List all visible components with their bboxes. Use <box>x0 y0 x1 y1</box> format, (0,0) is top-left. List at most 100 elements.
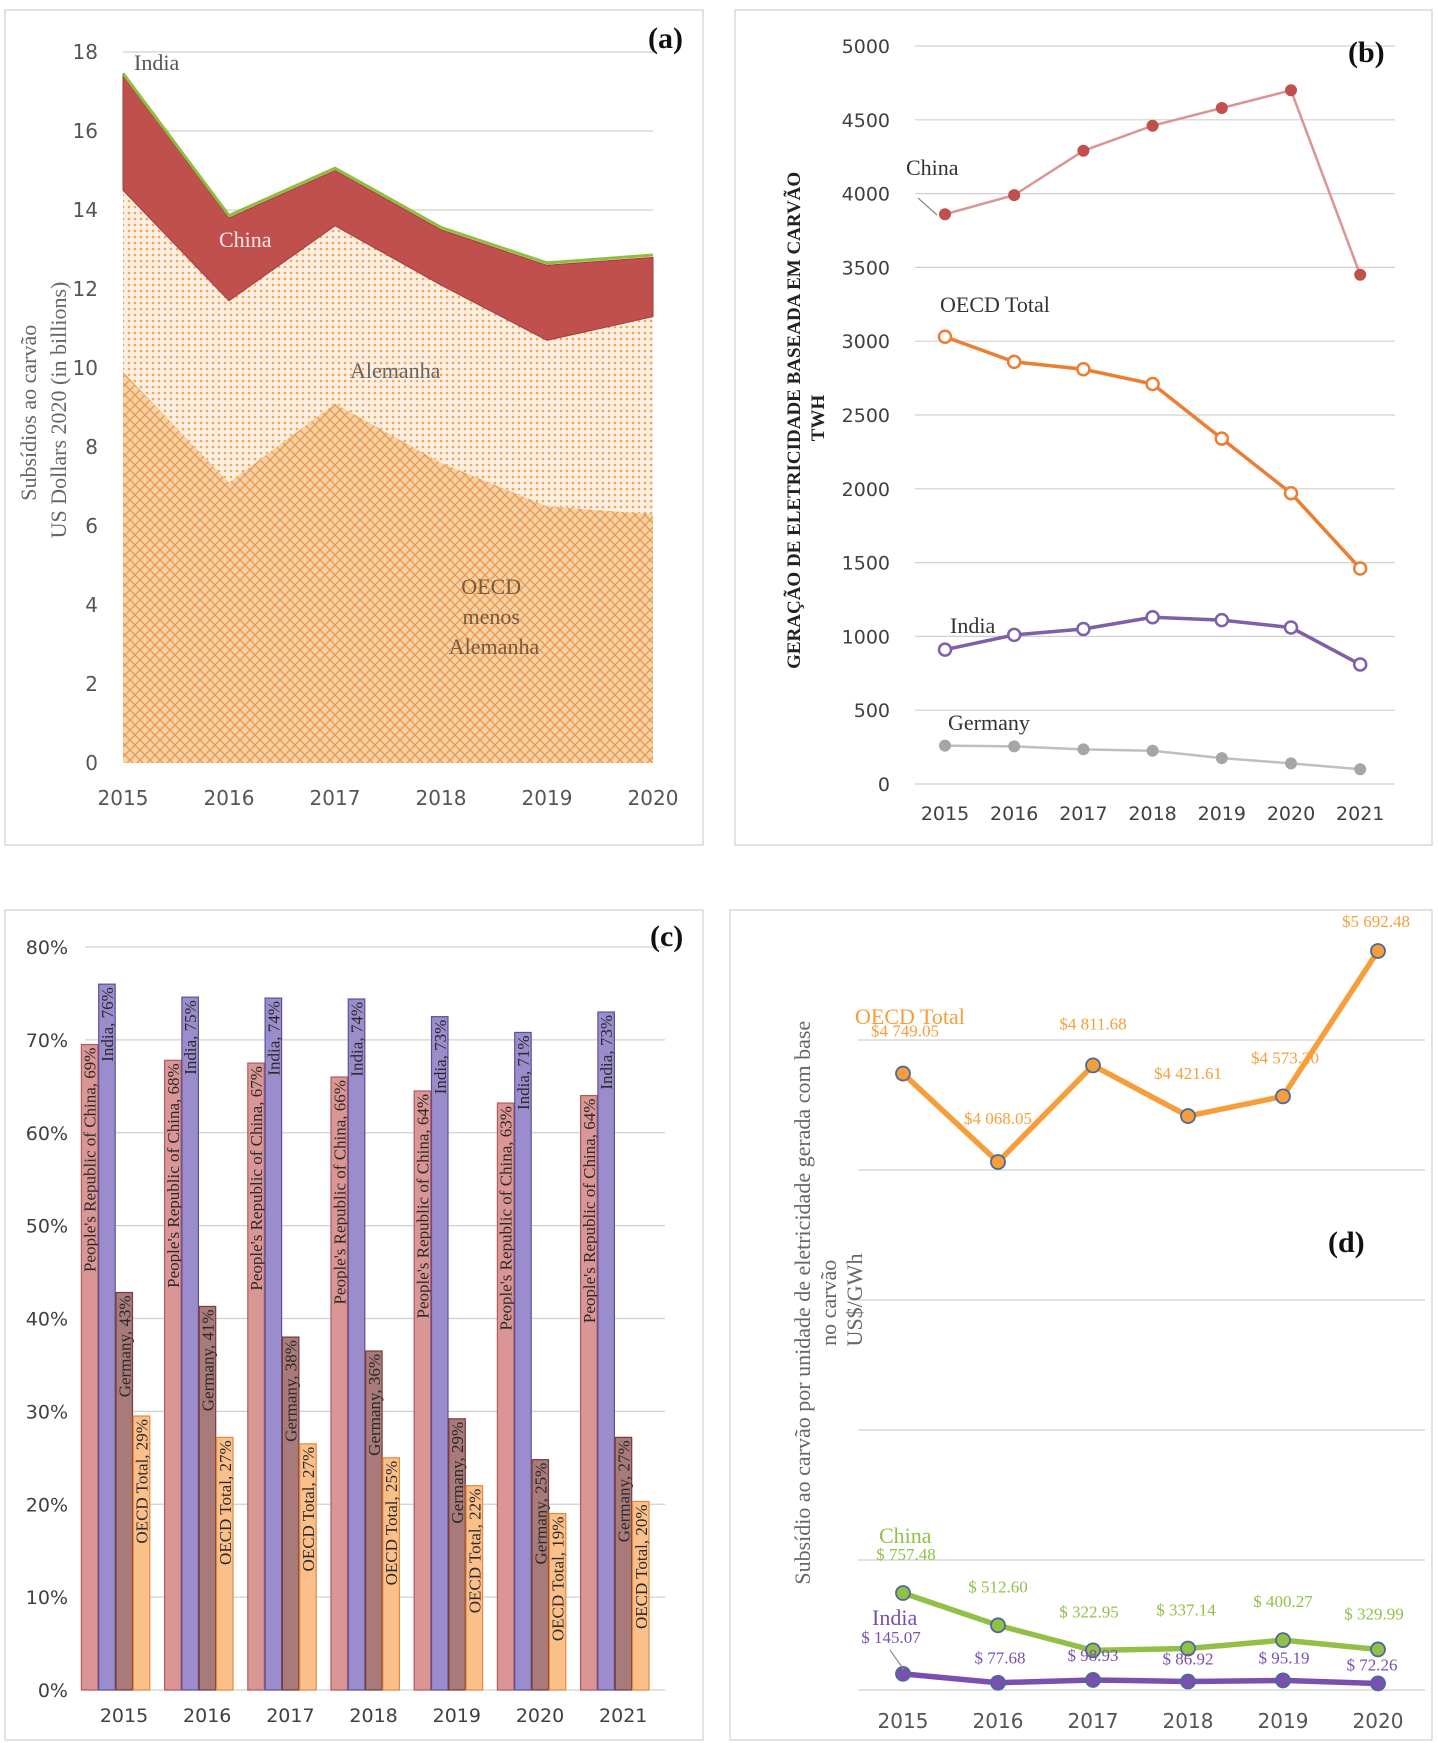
data-label-oecd-total: $4 811.68 <box>1059 1014 1126 1033</box>
area-india <box>121 72 654 265</box>
point-china <box>939 208 951 221</box>
data-label-china: $ 512.60 <box>968 1577 1028 1596</box>
panel-c-y-ticks: 0% 10% 20% 30% 40% 50% 60% 70% 80% <box>26 937 68 1702</box>
point-oecd-total <box>1214 431 1230 446</box>
y-tick-label: 0 <box>85 751 98 775</box>
point-germany <box>1008 740 1021 753</box>
point-india <box>1352 657 1368 672</box>
point-india <box>1006 627 1022 643</box>
line-oecd-total <box>901 949 1381 1165</box>
bar-india <box>181 996 199 1691</box>
y-tick-label: 60% <box>26 1123 68 1145</box>
point-oecd-total <box>1275 1088 1291 1105</box>
data-label-oecd-total: $4 573.20 <box>1251 1048 1319 1067</box>
china-callout-line <box>917 197 938 216</box>
bar-oecd-total <box>465 1485 484 1691</box>
data-label-china: $ 400.27 <box>1253 1592 1313 1611</box>
bar-people-s-republic-of-china <box>164 1059 182 1691</box>
data-label-india: $ 86.92 <box>1163 1650 1214 1669</box>
panel-a-y-axis-label: Subsídios ao carvão US Dollars 2020 (in … <box>16 282 71 539</box>
series-label-china-d: China <box>879 1523 932 1548</box>
bar-india <box>98 983 116 1691</box>
bar-data-label: People's Republic of China, 69% <box>81 1048 100 1273</box>
y-tick-label: 10 <box>73 356 98 380</box>
data-label-oecd-total: $4 421.61 <box>1154 1064 1222 1083</box>
x-tick-label: 2019 <box>1198 803 1246 825</box>
bar-data-label: India, 76% <box>98 987 117 1062</box>
bar-oecd-total <box>382 1457 400 1691</box>
x-tick-label: 2019 <box>1258 1709 1309 1733</box>
bar-india <box>430 1016 449 1691</box>
bar-germany <box>198 1305 217 1691</box>
y-tick-label: 10% <box>26 1587 68 1609</box>
point-china <box>1285 84 1297 97</box>
point-germany <box>1354 763 1367 776</box>
data-label-oecd-total: $5 692.48 <box>1342 912 1410 931</box>
point-india <box>1370 1675 1386 1692</box>
data-label-india: $ 145.07 <box>861 1628 921 1647</box>
point-oecd-total <box>1006 354 1022 370</box>
bar-india <box>347 998 366 1691</box>
data-label-china: $ 337.14 <box>1156 1600 1216 1619</box>
bar-data-label: India, 71% <box>514 1035 533 1110</box>
panel-d-label: (d) <box>1328 1226 1365 1259</box>
panel-b-frame <box>734 9 1433 846</box>
point-china <box>990 1617 1006 1634</box>
bar-data-label: OECD Total, 27% <box>299 1447 318 1572</box>
point-oecd-total <box>1352 561 1368 576</box>
y-tick-label: 500 <box>854 700 890 722</box>
bar-data-label: People's Republic of China, 64% <box>413 1094 432 1319</box>
y-tick-label: 2 <box>85 672 98 696</box>
panel-b-y-axis-label: GERAÇÃO DE ELETRICIDADE BASEADA EM CARVÃ… <box>783 167 829 669</box>
point-oecd-total <box>1076 361 1091 377</box>
point-india <box>1283 620 1299 635</box>
bar-germany <box>115 1291 134 1691</box>
point-china <box>1180 1640 1196 1657</box>
bar-data-label: Germany, 38% <box>282 1340 301 1442</box>
x-tick-label: 2017 <box>1059 803 1107 825</box>
x-tick-label: 2018 <box>416 786 467 810</box>
point-oecd-total <box>990 1154 1006 1170</box>
x-tick-label: 2020 <box>1267 803 1315 825</box>
data-label-india: $ 98.93 <box>1068 1646 1119 1665</box>
bar-data-label: People's Republic of China, 68% <box>164 1063 183 1288</box>
panel-b-lines <box>937 84 1368 776</box>
y-tick-label: 2500 <box>842 405 890 427</box>
point-china <box>1146 119 1159 132</box>
series-label-india: India <box>950 613 995 638</box>
point-germany <box>1285 757 1297 770</box>
bar-data-label: Germany, 36% <box>365 1354 384 1456</box>
x-tick-label: 2018 <box>349 1705 397 1727</box>
point-china <box>1008 189 1021 202</box>
area-label-china: China <box>219 227 272 252</box>
data-label-china: $ 322.95 <box>1059 1602 1119 1621</box>
bar-data-label: OECD Total, 22% <box>465 1489 484 1614</box>
bar-oecd-total <box>548 1512 567 1691</box>
point-germany <box>939 739 951 752</box>
area-label-india: India <box>134 50 179 75</box>
bar-india <box>264 997 283 1691</box>
bar-data-label: Germany, 25% <box>531 1463 550 1565</box>
x-tick-label: 2017 <box>266 1705 314 1727</box>
x-tick-label: 2018 <box>1163 1709 1214 1733</box>
y-tick-label: 20% <box>26 1494 68 1516</box>
line-india <box>902 1671 1379 1687</box>
x-tick-label: 2015 <box>921 803 969 825</box>
bar-people-s-republic-of-china <box>496 1102 515 1691</box>
bar-people-s-republic-of-china <box>80 1043 99 1691</box>
point-china <box>1370 1641 1386 1658</box>
bar-data-label: OECD Total, 20% <box>632 1504 651 1629</box>
bar-india <box>514 1031 532 1691</box>
y-tick-label: 80% <box>26 937 68 959</box>
x-tick-label: 2018 <box>1128 803 1176 825</box>
bar-people-s-republic-of-china <box>330 1076 349 1691</box>
y-tick-label: 70% <box>26 1030 68 1052</box>
bar-people-s-republic-of-china <box>579 1094 598 1691</box>
point-india <box>1275 1672 1291 1689</box>
panel-a-label: (a) <box>648 22 683 55</box>
point-china <box>1215 101 1228 114</box>
x-tick-label: 2016 <box>204 786 255 810</box>
series-label-oecd-total: OECD Total <box>940 292 1050 317</box>
point-germany <box>1146 744 1159 757</box>
